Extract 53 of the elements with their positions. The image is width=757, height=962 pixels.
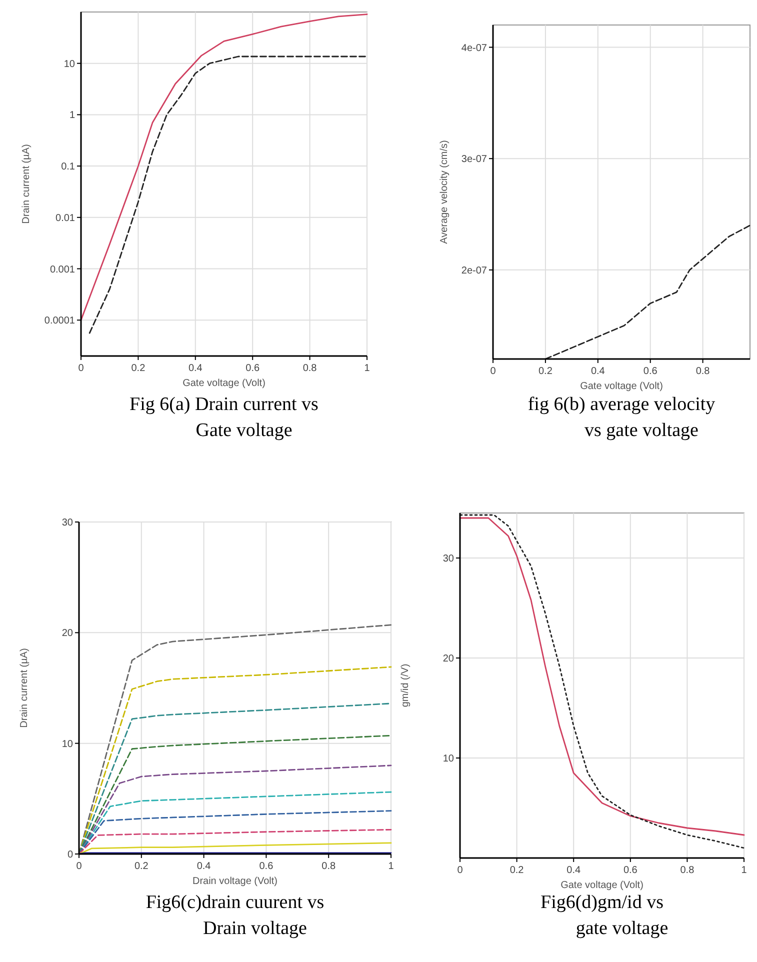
y-tick-label: 0.0001 [44, 316, 76, 327]
y-tick-label: 10 [64, 58, 76, 70]
x-tick-label: 1 [741, 865, 748, 876]
x-tick-label: 0.2 [134, 861, 149, 872]
x-tick-label: 0.8 [696, 366, 710, 377]
line-series [80, 14, 368, 321]
y-axis-title: Average velocity (cm/s) [439, 140, 450, 244]
x-tick-label: 1 [364, 363, 370, 374]
x-axis-title: Drain voltage (Volt) [192, 876, 278, 887]
y-axis-title: Drain current (µA) [21, 144, 32, 224]
x-tick-label: 0.2 [538, 366, 553, 377]
x-tick-label: 0.6 [259, 861, 274, 872]
y-tick-label: 10 [442, 754, 454, 764]
x-axis-title: Gate voltage (Volt) [580, 381, 663, 392]
x-tick-label: 0.6 [643, 366, 658, 377]
x-tick-label: 0.8 [302, 363, 318, 374]
x-tick-label: 0.4 [590, 366, 606, 377]
x-tick-label: 0.4 [188, 363, 203, 374]
x-tick-label: 0 [78, 363, 84, 374]
x-tick-label: 0.6 [246, 363, 260, 374]
text: Fig6(d)gm/id vs gate voltage [540, 892, 668, 939]
y-tick-label: 0.001 [50, 264, 76, 276]
x-tick-label: 0.6 [623, 865, 638, 876]
x-tick-label: 0 [76, 861, 82, 872]
x-axis-title: Gate voltage (Volt) [560, 880, 644, 891]
x-tick-label: 0.8 [322, 861, 336, 872]
y-tick-label: 0 [67, 850, 74, 860]
x-tick-label: 0.2 [510, 865, 524, 876]
y-tick-label: 10 [62, 738, 74, 750]
y-tick-label: 30 [442, 554, 454, 564]
x-tick-label: 0.8 [680, 865, 695, 876]
x-tick-label: 0.4 [196, 861, 212, 872]
y-axis-title: Drain current (µA) [19, 648, 30, 728]
y-tick-label: 1 [69, 110, 76, 122]
y-tick-label: 2e-07 [461, 265, 488, 276]
y-tick-label: 3e-07 [461, 154, 488, 166]
x-tick-label: 0.4 [566, 865, 581, 876]
line-series [544, 224, 751, 360]
x-axis-title: Gate voltage (Volt) [182, 378, 266, 389]
text: Fig6(c)drain cuurent vs Drain voltage [146, 892, 324, 939]
y-tick-label: 20 [62, 628, 74, 640]
y-tick-label: 4e-07 [461, 42, 488, 54]
x-tick-label: 0 [490, 366, 496, 377]
text: Fig 6(a) Drain current vs Gate voltage [130, 394, 318, 441]
y-axis-title: gm/id (/V) [400, 664, 411, 708]
x-tick-label: 0.2 [131, 363, 146, 374]
y-tick-label: 0.01 [56, 212, 76, 224]
y-tick-label: 30 [62, 518, 74, 528]
x-tick-label: 1 [388, 861, 394, 872]
text: fig 6(b) average velocity vs gate voltage [528, 394, 716, 441]
y-tick-label: 20 [442, 654, 454, 664]
line-series [88, 56, 368, 334]
y-tick-label: 0.1 [61, 162, 76, 173]
